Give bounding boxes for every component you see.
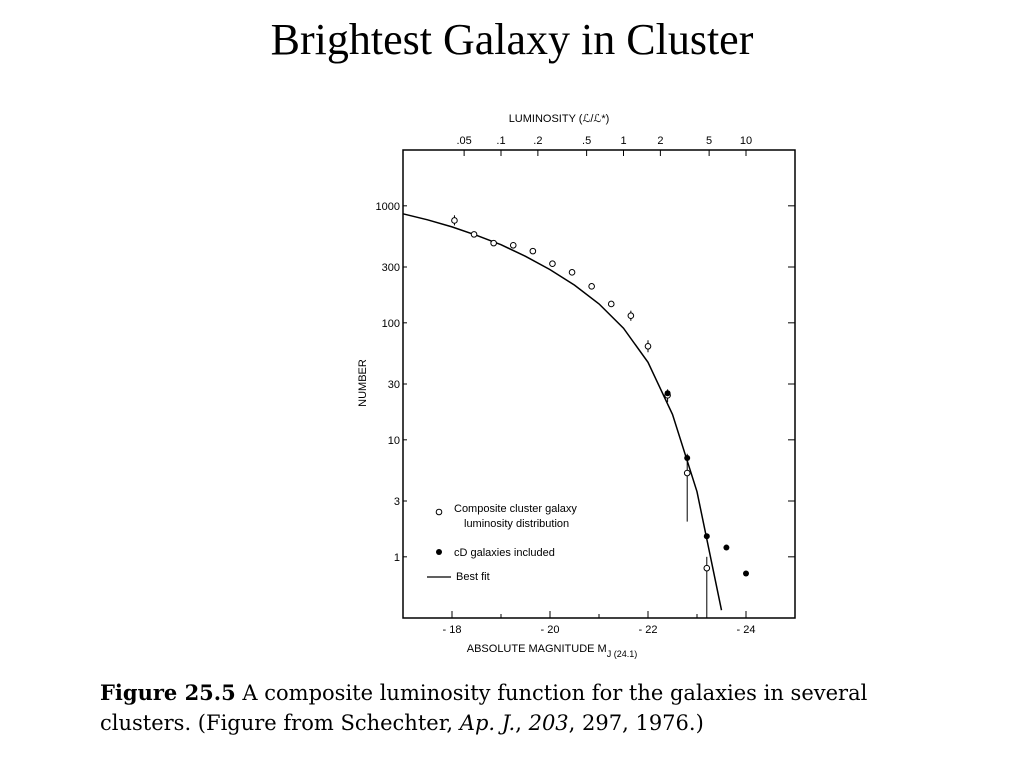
top-tick-label: 10: [740, 135, 752, 147]
y-tick-label: 100: [382, 318, 400, 330]
legend-item-composite: Composite cluster galaxy luminosity distr…: [435, 503, 577, 530]
x-axis-label-subscript: J (24.1): [607, 649, 638, 659]
legend-item-best-fit: Best fit: [427, 571, 490, 583]
open-circle-points: [451, 217, 711, 572]
x-axis-label: ABSOLUTE MAGNITUDE MJ (24.1): [467, 643, 637, 659]
data-point-filled: [664, 390, 671, 397]
data-point-open: [549, 260, 556, 268]
caption-volume: 203: [528, 711, 569, 735]
legend-composite-line2: luminosity distribution: [464, 518, 569, 530]
x-axis-ticks: - 18 - 20 - 22 - 24: [402, 611, 796, 636]
legend-best-fit-label: Best fit: [456, 571, 490, 583]
y-tick-label: 300: [382, 262, 400, 274]
top-tick-label: .1: [496, 135, 505, 147]
data-point-open: [529, 247, 537, 255]
top-tick-label: .5: [582, 135, 591, 147]
caption-separator: ,: [515, 711, 529, 735]
caption-text: A composite luminosity function for the …: [100, 681, 868, 735]
y-axis-ticks: 1000 300 100 30 10 3 1: [376, 201, 795, 564]
data-point-open: [644, 343, 652, 350]
y-tick-label: 1000: [376, 201, 400, 213]
data-point-open: [627, 312, 635, 320]
data-point-open: [588, 283, 595, 290]
slide-title: Brightest Galaxy in Cluster: [270, 15, 754, 64]
top-tick-label: 2: [657, 135, 663, 147]
top-axis-label: LUMINOSITY (ℒ/ℒ*): [509, 113, 610, 125]
data-point-open: [490, 239, 497, 247]
y-axis-label: NUMBER: [357, 359, 369, 407]
y-tick-label: 1: [394, 552, 400, 564]
legend: Composite cluster galaxy luminosity distr…: [427, 503, 577, 583]
legend-filled-circle-marker: [436, 549, 442, 555]
filled-circle-points: [664, 390, 749, 577]
caption-journal: Ap. J.: [459, 711, 516, 735]
x-tick-label: - 22: [639, 624, 658, 636]
data-point-filled: [684, 454, 691, 461]
figure-label: Figure 25.5: [100, 680, 236, 705]
top-tick-label: 1: [620, 135, 626, 147]
caption-text-end: , 297, 1976.): [568, 711, 704, 735]
luminosity-function-chart: .05.1.2.5 1 2 5 10 - 18- 20- 22- 24 10003001…: [357, 113, 796, 659]
data-point-open: [470, 231, 478, 238]
x-tick-label: - 20: [541, 624, 560, 636]
legend-item-cd: cD galaxies included: [436, 547, 555, 559]
legend-composite-line1: Composite cluster galaxy: [454, 503, 577, 515]
y-tick-label: 30: [388, 379, 400, 391]
top-tick-label: .05: [456, 135, 471, 147]
top-axis-ticks: .05 .1 .2 .5 1 2 5 10: [456, 135, 752, 156]
y-tick-label: 3: [394, 496, 400, 508]
data-point-filled: [703, 533, 710, 540]
legend-cd-label: cD galaxies included: [454, 547, 555, 559]
legend-open-circle-marker: [435, 508, 443, 516]
top-tick-label: .2: [533, 135, 542, 147]
x-axis-label-main: ABSOLUTE MAGNITUDE M: [467, 643, 607, 655]
data-point-open: [568, 269, 576, 276]
legend-composite-label: Composite cluster galaxy luminosity distr…: [454, 503, 577, 530]
data-point-filled: [723, 544, 730, 551]
data-point-filled: [743, 570, 749, 577]
figure-caption: Figure 25.5 A composite luminosity funct…: [100, 678, 940, 738]
data-point-open: [703, 564, 711, 572]
best-fit-line: [402, 213, 723, 611]
y-tick-label: 10: [388, 435, 400, 447]
data-point-open: [509, 241, 517, 249]
x-tick-label: - 24: [737, 624, 756, 636]
data-point-open: [451, 217, 458, 224]
top-tick-label: 5: [706, 135, 712, 147]
data-point-open: [607, 300, 615, 308]
x-tick-label: - 18: [443, 624, 462, 636]
data-point-open: [683, 469, 691, 477]
